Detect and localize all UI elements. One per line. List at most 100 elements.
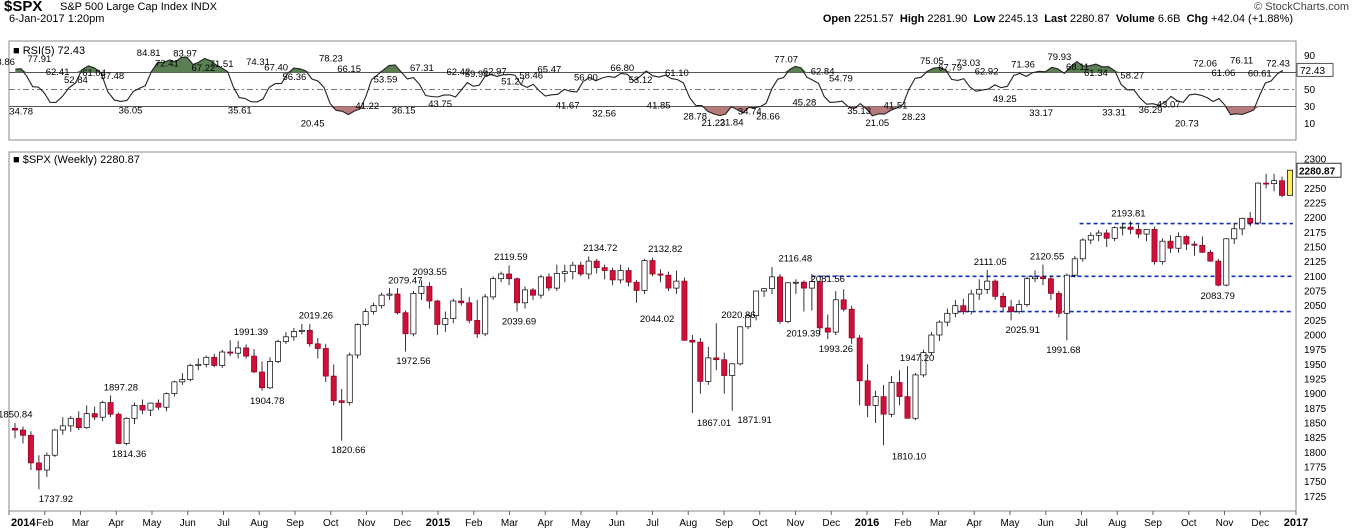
candle-body bbox=[761, 288, 768, 292]
x-axis-label: Dec bbox=[822, 518, 840, 529]
rsi-tick-30: 30 bbox=[1304, 102, 1316, 113]
price-annotation: 2081.56 bbox=[811, 274, 845, 285]
price-annotation: 1867.01 bbox=[697, 418, 731, 429]
rsi-value-label: 43.07 bbox=[1157, 99, 1181, 110]
candle-body bbox=[617, 270, 624, 281]
open-value: 2251.57 bbox=[854, 13, 894, 25]
candle-body bbox=[705, 357, 712, 382]
price-annotation: 2119.59 bbox=[494, 252, 528, 263]
candle-body bbox=[545, 276, 552, 289]
rsi-value-label: 67.79 bbox=[938, 62, 962, 73]
rsi-value-label: 68.11 bbox=[1066, 62, 1089, 73]
index-name-text: S&P 500 Large Cap Index bbox=[60, 1, 188, 13]
candle-body bbox=[338, 400, 345, 403]
rsi-value-label: 28.66 bbox=[756, 112, 780, 123]
rsi-value-label: 75.05 bbox=[920, 56, 944, 67]
candle-body bbox=[1231, 228, 1238, 240]
candle-body bbox=[737, 326, 744, 365]
candle-body bbox=[346, 354, 353, 403]
price-tick-2050: 2050 bbox=[1304, 301, 1327, 312]
x-axis-label: Jun bbox=[180, 518, 196, 529]
rsi-value-label: 56.00 bbox=[574, 72, 598, 83]
candle-body bbox=[625, 270, 632, 283]
x-axis-label: Jun bbox=[1038, 518, 1054, 529]
price-tick-2025: 2025 bbox=[1304, 316, 1327, 327]
candle-body bbox=[282, 336, 289, 342]
price-annotation: 2044.02 bbox=[640, 314, 674, 325]
candle-body bbox=[298, 329, 305, 332]
x-axis-label: 2016 bbox=[855, 517, 879, 529]
rsi-value-label: 79.93 bbox=[1048, 52, 1072, 63]
rsi-value-label: 62.84 bbox=[811, 67, 835, 78]
x-axis-label: Apr bbox=[967, 518, 983, 529]
x-axis-label: Jul bbox=[217, 518, 230, 529]
chg-value: +42.04 (+1.88%) bbox=[1211, 13, 1293, 25]
price-tick-1975: 1975 bbox=[1304, 345, 1327, 356]
x-axis-label: Apr bbox=[109, 518, 125, 529]
x-axis-label: Oct bbox=[323, 518, 339, 529]
price-tick-2300: 2300 bbox=[1304, 155, 1327, 166]
price-annotation: 2079.47 bbox=[388, 275, 422, 286]
price-tick-2250: 2250 bbox=[1304, 184, 1327, 195]
price-tick-2175: 2175 bbox=[1304, 228, 1327, 239]
candle-body bbox=[418, 285, 425, 294]
candle-body bbox=[593, 260, 600, 268]
rsi-value-label: 34.78 bbox=[9, 106, 33, 117]
candle-body bbox=[537, 276, 544, 296]
x-axis-label: May bbox=[143, 518, 162, 529]
price-annotation: 2120.55 bbox=[1030, 251, 1064, 262]
x-axis-label: Apr bbox=[538, 518, 554, 529]
rsi-value-label: 52.84 bbox=[64, 75, 88, 86]
price-annotation: 2093.55 bbox=[413, 267, 447, 278]
rsi-value-label: 60.61 bbox=[1248, 69, 1272, 80]
candle-body bbox=[179, 379, 186, 383]
rsi-value-label: 41.22 bbox=[355, 101, 379, 112]
candle-body bbox=[35, 462, 42, 471]
x-axis-label: Nov bbox=[358, 518, 376, 529]
rsi-value-label: 36.05 bbox=[119, 105, 143, 116]
candle-body bbox=[1000, 295, 1007, 308]
rsi-value-label: 71.36 bbox=[1011, 59, 1035, 70]
candle-body bbox=[832, 299, 839, 333]
rsi-value-label: 67.22 bbox=[192, 63, 216, 74]
candle-body bbox=[1223, 238, 1230, 286]
candle-body bbox=[259, 371, 265, 389]
chart-header: $SPX S&P 500 Large Cap Index INDX 6-Jan-… bbox=[0, 0, 1359, 26]
x-axis-label: Aug bbox=[250, 518, 268, 529]
candle-body bbox=[187, 365, 194, 380]
candle-body bbox=[394, 293, 401, 314]
candle-body bbox=[227, 351, 234, 354]
candle-body bbox=[673, 280, 680, 289]
price-tick-2075: 2075 bbox=[1304, 287, 1327, 298]
last-value: 2280.87 bbox=[1069, 13, 1110, 25]
low-label: Low bbox=[973, 13, 996, 25]
rsi-value-label: 21.84 bbox=[720, 117, 744, 128]
price-tick-1725: 1725 bbox=[1304, 492, 1327, 503]
candle-body bbox=[721, 359, 728, 376]
candle-body bbox=[378, 294, 385, 307]
x-axis-label: Sep bbox=[1144, 518, 1162, 529]
high-label: High bbox=[899, 13, 925, 25]
price-tick-2100: 2100 bbox=[1304, 272, 1327, 283]
price-annotation: 1947.20 bbox=[900, 353, 934, 364]
candle-body bbox=[1008, 306, 1015, 312]
candle-body bbox=[171, 381, 178, 394]
candle-body bbox=[561, 271, 568, 274]
x-axis-label: Nov bbox=[787, 518, 805, 529]
rsi-value-label: 33.31 bbox=[1102, 108, 1126, 119]
rsi-value-label: 77.07 bbox=[774, 55, 798, 66]
rsi-value-label: 72.43 bbox=[1266, 58, 1290, 69]
candle-body bbox=[689, 339, 696, 343]
rsi-value-label: 36.15 bbox=[392, 105, 416, 116]
stockcharts-credit[interactable]: © StockCharts.com bbox=[1254, 1, 1349, 13]
candle-body bbox=[633, 281, 640, 291]
price-tick-1925: 1925 bbox=[1304, 375, 1327, 386]
candle-body bbox=[697, 341, 704, 382]
candle-body bbox=[1183, 236, 1190, 245]
price-annotation: 2111.05 bbox=[974, 257, 1007, 268]
candle-body bbox=[609, 270, 616, 281]
price-tick-1850: 1850 bbox=[1304, 419, 1327, 430]
rsi-tick-90: 90 bbox=[1304, 51, 1316, 62]
rsi-tick-50: 50 bbox=[1304, 85, 1316, 96]
x-axis-label: Oct bbox=[1181, 518, 1197, 529]
